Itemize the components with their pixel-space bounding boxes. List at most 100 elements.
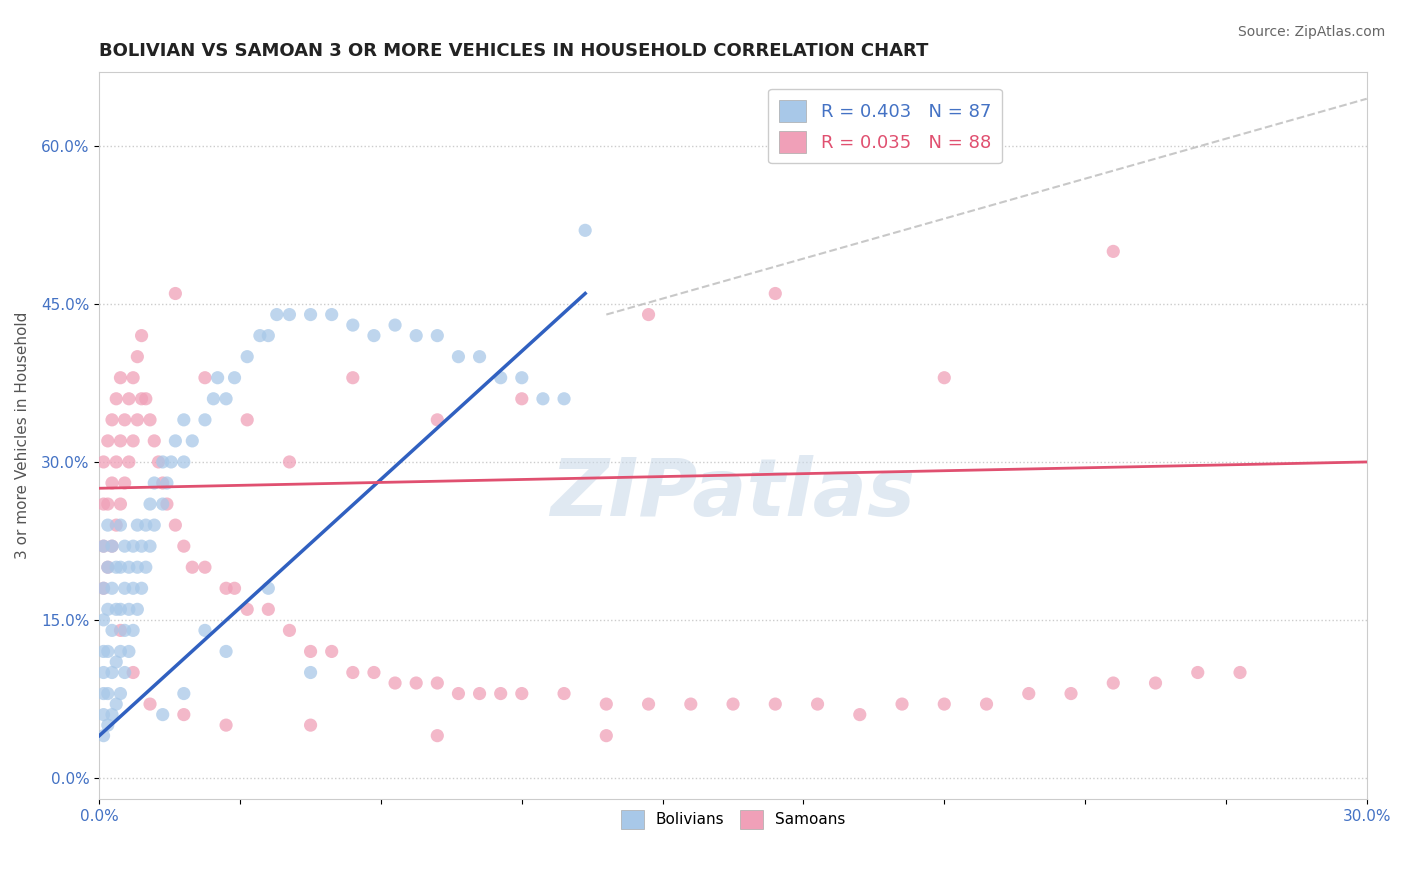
Point — [135, 392, 157, 406]
Point — [1229, 665, 1251, 680]
Point — [679, 697, 702, 711]
Point — [426, 729, 449, 743]
Point — [93, 539, 115, 553]
Point — [257, 582, 280, 596]
Point — [101, 707, 124, 722]
Point — [122, 582, 145, 596]
Point — [468, 687, 491, 701]
Point — [194, 370, 217, 384]
Point — [595, 697, 617, 711]
Point — [1187, 665, 1209, 680]
Point — [553, 687, 575, 701]
Point — [110, 602, 132, 616]
Point — [299, 644, 322, 658]
Point — [637, 697, 659, 711]
Point — [97, 644, 120, 658]
Point — [110, 497, 132, 511]
Point — [152, 497, 174, 511]
Point — [321, 308, 343, 322]
Point — [97, 718, 120, 732]
Point — [595, 729, 617, 743]
Point — [321, 644, 343, 658]
Point — [1102, 676, 1125, 690]
Point — [224, 370, 246, 384]
Point — [97, 602, 120, 616]
Point — [139, 697, 162, 711]
Point — [194, 413, 217, 427]
Point — [447, 350, 470, 364]
Point — [105, 455, 128, 469]
Point — [122, 434, 145, 448]
Point — [236, 350, 259, 364]
Point — [763, 697, 786, 711]
Point — [160, 455, 183, 469]
Point — [806, 697, 828, 711]
Point — [131, 539, 153, 553]
Point — [105, 602, 128, 616]
Point — [165, 286, 187, 301]
Point — [510, 392, 533, 406]
Point — [93, 497, 115, 511]
Point — [114, 582, 136, 596]
Y-axis label: 3 or more Vehicles in Household: 3 or more Vehicles in Household — [15, 312, 30, 559]
Point — [118, 644, 141, 658]
Point — [148, 455, 170, 469]
Point — [173, 707, 195, 722]
Point — [131, 392, 153, 406]
Point — [127, 413, 149, 427]
Point — [173, 539, 195, 553]
Legend: Bolivians, Samoans: Bolivians, Samoans — [614, 804, 852, 835]
Point — [934, 370, 956, 384]
Point — [93, 707, 115, 722]
Point — [110, 624, 132, 638]
Point — [1144, 676, 1167, 690]
Point — [215, 392, 238, 406]
Point — [93, 539, 115, 553]
Point — [93, 613, 115, 627]
Point — [849, 707, 872, 722]
Point — [93, 455, 115, 469]
Point — [202, 392, 225, 406]
Point — [110, 687, 132, 701]
Point — [257, 328, 280, 343]
Point — [384, 676, 406, 690]
Point — [278, 624, 301, 638]
Point — [114, 475, 136, 490]
Point — [110, 560, 132, 574]
Point — [363, 328, 385, 343]
Point — [93, 687, 115, 701]
Point — [135, 518, 157, 533]
Point — [173, 455, 195, 469]
Point — [118, 455, 141, 469]
Point — [299, 665, 322, 680]
Point — [215, 644, 238, 658]
Point — [257, 602, 280, 616]
Point — [105, 560, 128, 574]
Point — [93, 665, 115, 680]
Point — [97, 560, 120, 574]
Point — [468, 350, 491, 364]
Point — [143, 434, 166, 448]
Point — [105, 518, 128, 533]
Point — [127, 518, 149, 533]
Point — [363, 665, 385, 680]
Point — [278, 455, 301, 469]
Point — [405, 328, 427, 343]
Point — [101, 539, 124, 553]
Point — [342, 318, 364, 332]
Point — [1102, 244, 1125, 259]
Point — [101, 624, 124, 638]
Point — [531, 392, 554, 406]
Point — [1060, 687, 1083, 701]
Point — [1018, 687, 1040, 701]
Point — [122, 624, 145, 638]
Point — [763, 286, 786, 301]
Point — [101, 539, 124, 553]
Point — [127, 602, 149, 616]
Point — [131, 582, 153, 596]
Point — [447, 687, 470, 701]
Point — [249, 328, 271, 343]
Point — [97, 518, 120, 533]
Point — [384, 318, 406, 332]
Point — [105, 655, 128, 669]
